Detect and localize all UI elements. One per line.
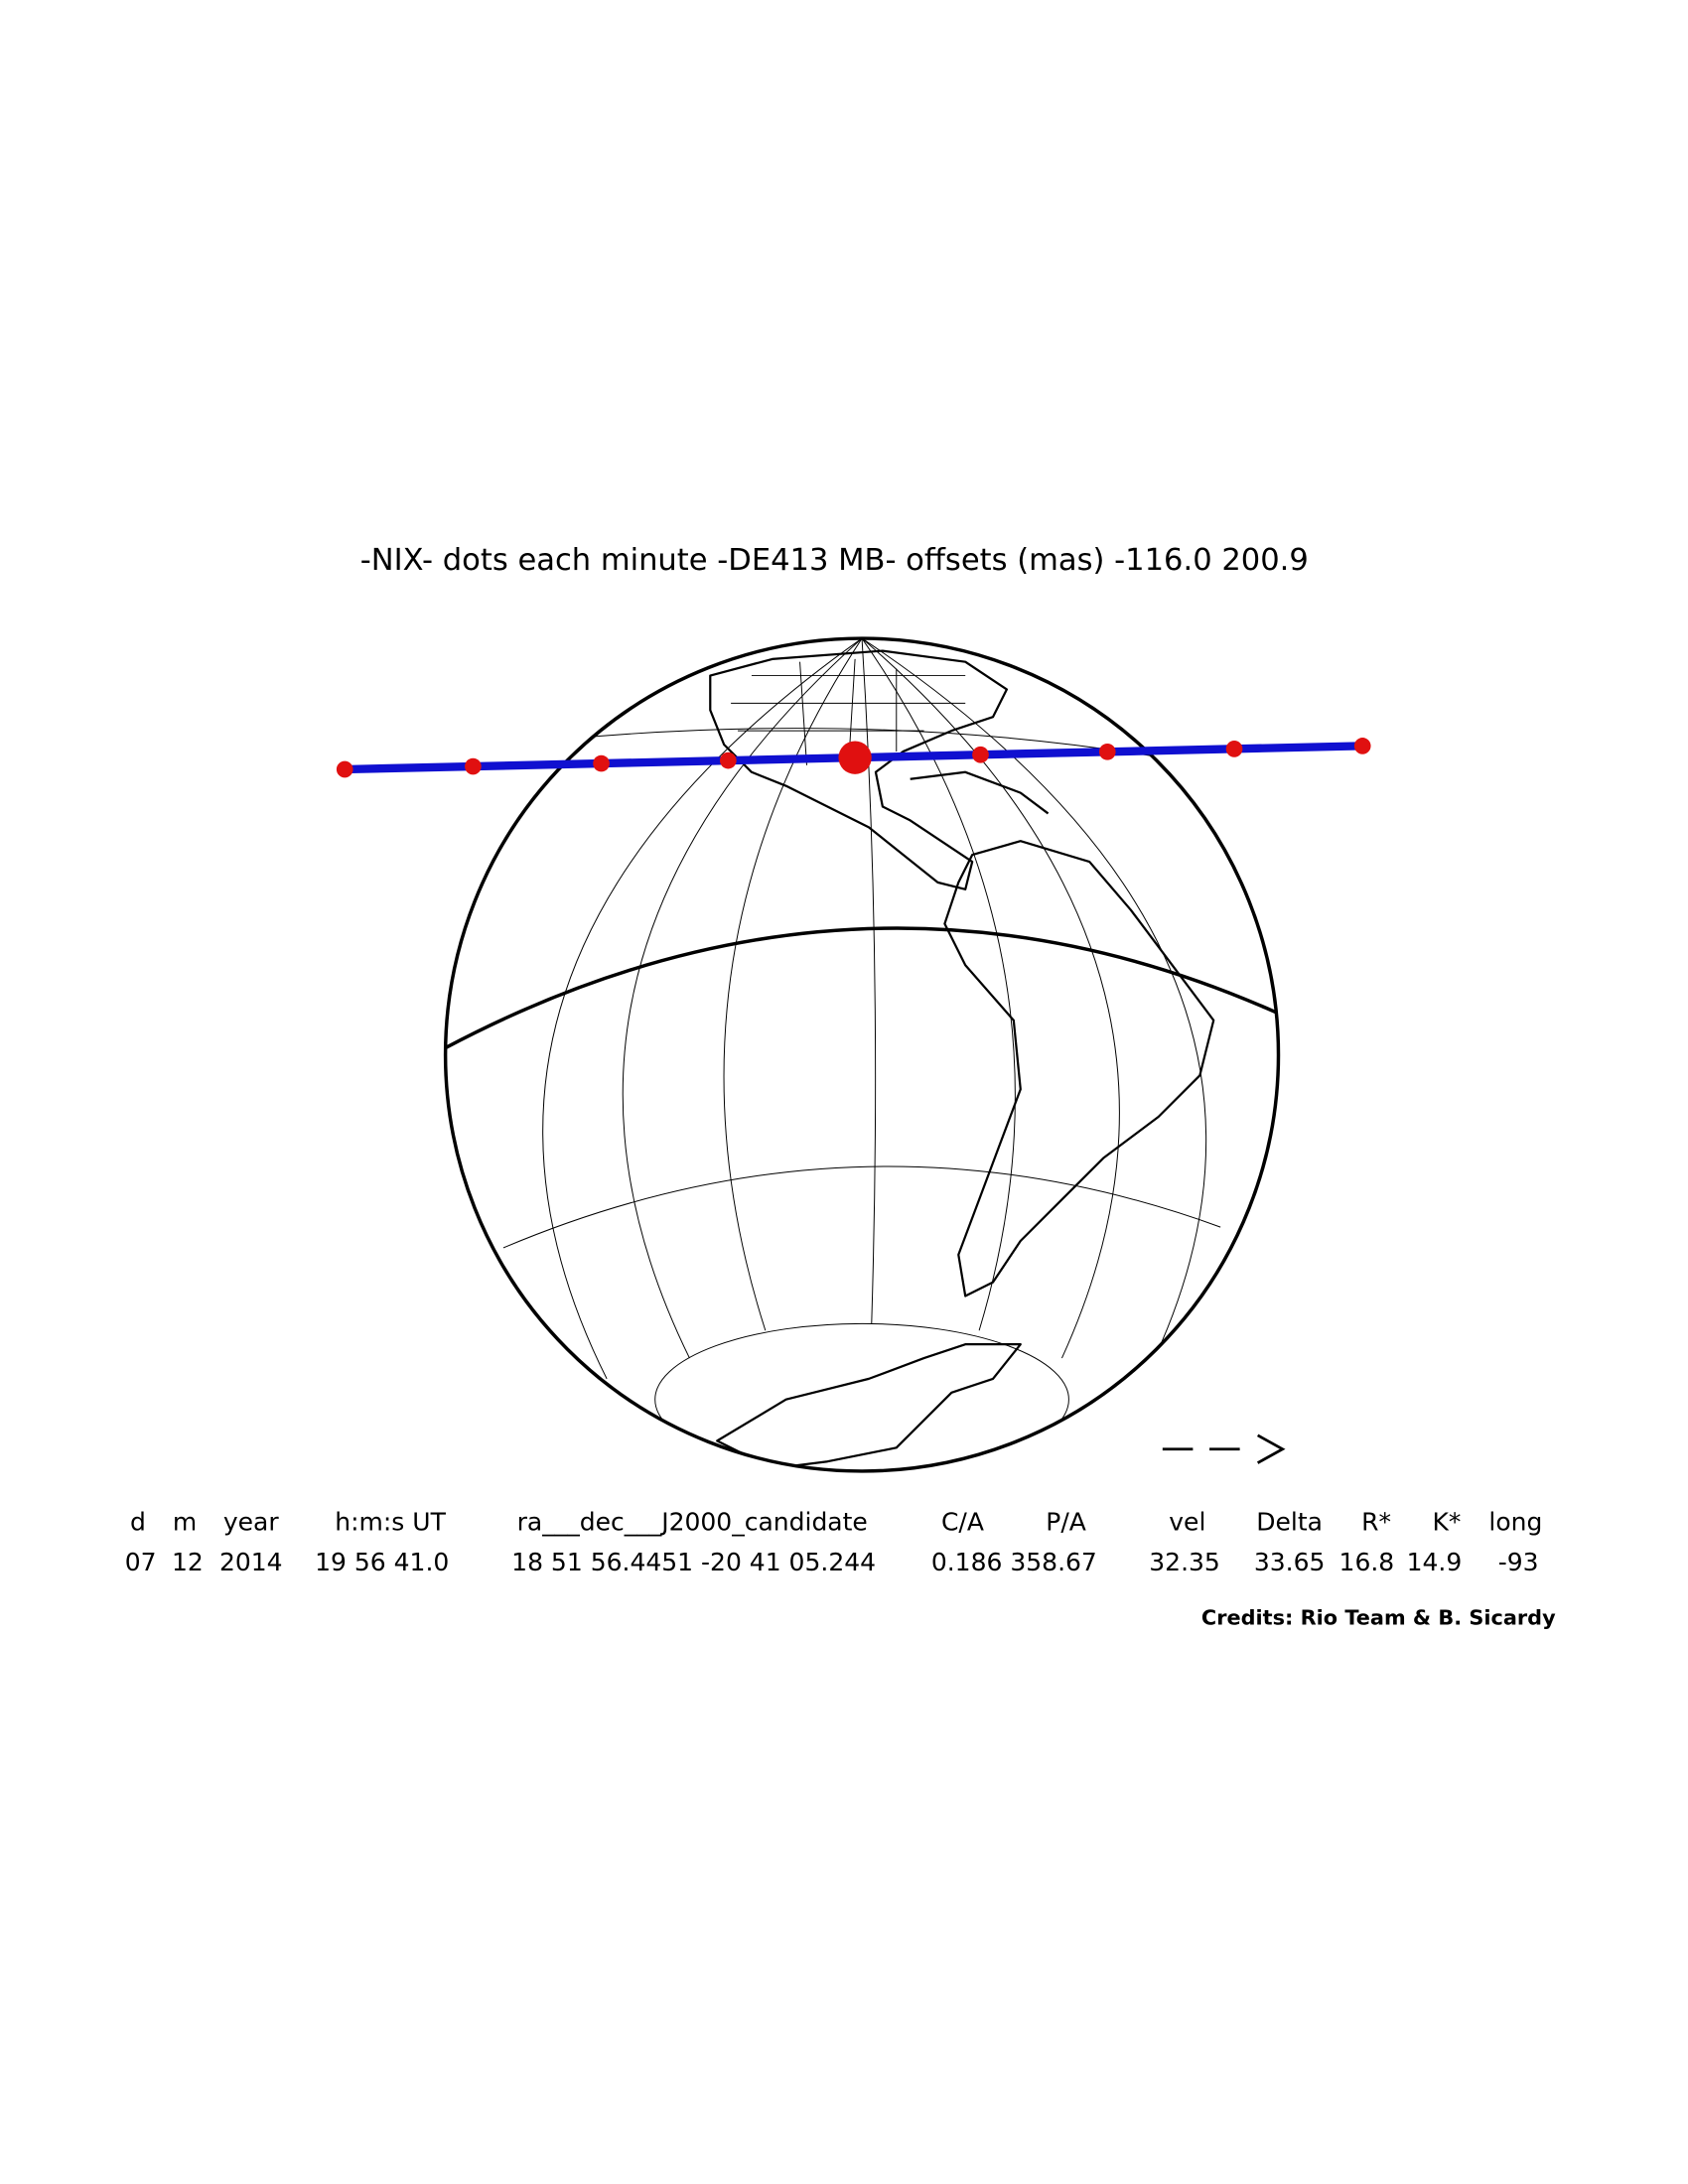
globe-outline (443, 636, 1281, 1473)
column-header: R* (1361, 1508, 1391, 1537)
equator (445, 926, 1279, 1050)
meridian (723, 638, 863, 1331)
cell: 16.8 (1339, 1548, 1395, 1576)
cell: 0.186 (931, 1548, 1003, 1576)
cell: 358.67 (1010, 1548, 1096, 1576)
column-header: P/A (1046, 1508, 1086, 1537)
south-america (943, 840, 1215, 1297)
column-header: K* (1432, 1508, 1461, 1537)
cell: 12 (172, 1548, 204, 1576)
minute-dot (972, 746, 989, 763)
cell: 18 51 56.4451 -20 41 05.244 (511, 1548, 876, 1576)
cell: 07 (125, 1548, 157, 1576)
cell: 32.35 (1149, 1548, 1220, 1576)
antarctica (716, 1343, 1022, 1470)
direction-arrow (1162, 1433, 1286, 1464)
globe-disc (445, 638, 1279, 1471)
meridian (861, 638, 1016, 1331)
latitude-line (654, 1322, 1069, 1471)
minute-dot (1225, 741, 1243, 757)
minute-dot (336, 760, 353, 778)
globe (443, 636, 1281, 1473)
column-header: year (223, 1508, 279, 1537)
cell: 14.9 (1407, 1548, 1463, 1576)
cell: -93 (1498, 1548, 1539, 1576)
latitude-line (502, 1165, 1221, 1249)
title: -NIX- dots each minute -DE413 MB- offset… (360, 543, 1309, 578)
arrow-head (1256, 1433, 1286, 1464)
column-header: ra___dec___J2000_candidate (517, 1508, 868, 1537)
cell: 19 56 41.0 (315, 1548, 449, 1576)
caribbean (910, 770, 1050, 815)
meridian (861, 638, 877, 1324)
central-dot (838, 741, 872, 774)
column-header: C/A (941, 1508, 984, 1537)
credits: Credits: Rio Team & B. Sicardy (1201, 1606, 1556, 1630)
column-header: m (173, 1508, 197, 1537)
cell: 33.65 (1254, 1548, 1326, 1576)
minute-dot (720, 751, 737, 769)
column-header: Delta (1256, 1508, 1323, 1537)
minute-dot (593, 754, 610, 772)
minute-dot (1353, 738, 1371, 754)
column-header: long (1488, 1508, 1542, 1537)
column-header: h:m:s UT (335, 1508, 446, 1537)
meridian (861, 638, 1206, 1380)
state-borders (731, 658, 966, 772)
parameter-table: d m year h:m:s UT ra___dec___J2000_candidate… (125, 1508, 1543, 1576)
track (336, 738, 1371, 778)
minute-dot (1098, 743, 1116, 760)
meridian (861, 638, 1120, 1359)
meridian (542, 638, 863, 1380)
column-header: vel (1169, 1508, 1205, 1537)
north-america (709, 649, 1008, 890)
meridian (622, 638, 863, 1359)
minute-dot (465, 757, 482, 775)
minute-dots (336, 738, 1371, 778)
column-header: d (130, 1508, 146, 1537)
cell: 2014 (219, 1548, 283, 1576)
